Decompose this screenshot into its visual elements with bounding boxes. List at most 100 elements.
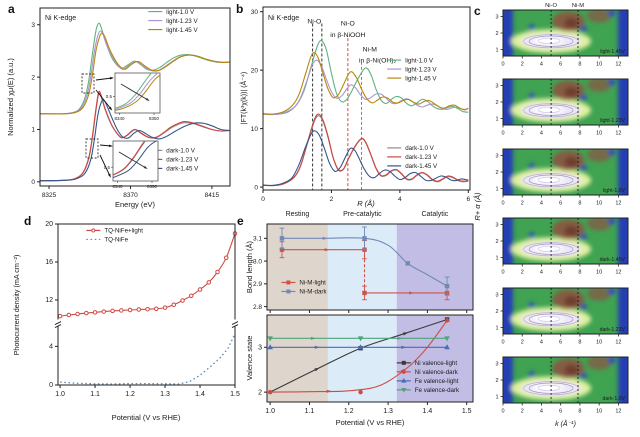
svg-text:8340: 8340 (114, 116, 125, 121)
svg-text:Ni valence-dark: Ni valence-dark (415, 369, 459, 376)
svg-text:Energy (eV): Energy (eV) (115, 200, 156, 209)
svg-text:0: 0 (501, 340, 504, 346)
svg-text:dark-1.45V: dark-1.45V (600, 257, 626, 263)
svg-text:TQ-NiFe+light: TQ-NiFe+light (104, 228, 143, 235)
svg-text:1: 1 (495, 116, 498, 122)
svg-text:Ni-O: Ni-O (307, 18, 321, 25)
svg-text:3: 3 (495, 15, 498, 21)
panel-e-bond-valence-chart: Resting Pre-catalytic Catalytic 2.8 2.9 3.0 3.… (245, 211, 474, 427)
svg-text:1.1: 1.1 (90, 391, 100, 398)
svg-text:10: 10 (596, 201, 602, 207)
svg-text:1.4: 1.4 (423, 408, 433, 415)
svg-text:8: 8 (578, 270, 581, 276)
svg-text:8: 8 (578, 201, 581, 207)
svg-text:0: 0 (501, 62, 504, 68)
svg-text:12: 12 (45, 297, 53, 304)
svg-text:Ni-M: Ni-M (363, 46, 378, 53)
svg-text:dark-1.45 V: dark-1.45 V (166, 166, 199, 173)
svg-text:30: 30 (251, 9, 259, 16)
svg-text:8370: 8370 (123, 192, 138, 199)
svg-text:dark-1.0 V: dark-1.0 V (166, 148, 195, 155)
svg-text:3: 3 (495, 293, 498, 299)
svg-text:1.0: 1.0 (265, 408, 275, 415)
svg-text:2.9: 2.9 (253, 281, 262, 288)
svg-text:Ni-M-dark: Ni-M-dark (299, 289, 327, 296)
panel-b-exafs-chart: 0 2 4 6 0 10 20 30 R (Å) |FT(k³χ(k))| (Å⁻⁴) Ni K-e… (239, 6, 471, 208)
svg-text:1: 1 (495, 325, 498, 331)
svg-text:2: 2 (521, 340, 524, 346)
svg-text:light-1.23 V: light-1.23 V (405, 66, 437, 73)
svg-text:in β-NiOOH: in β-NiOOH (330, 32, 365, 39)
panel-label-a: a (8, 2, 15, 16)
svg-text:0: 0 (501, 201, 504, 207)
svg-text:Resting: Resting (286, 211, 310, 218)
svg-text:1.1: 1.1 (305, 408, 315, 415)
svg-text:8350: 8350 (149, 116, 160, 121)
svg-text:2: 2 (495, 31, 498, 37)
svg-text:0: 0 (261, 196, 265, 203)
svg-text:6: 6 (559, 62, 562, 68)
svg-text:12: 12 (615, 62, 621, 68)
svg-text:4: 4 (540, 62, 543, 68)
svg-text:Ni-O: Ni-O (545, 3, 557, 9)
svg-text:12: 12 (615, 131, 621, 137)
svg-text:3: 3 (31, 22, 35, 29)
svg-text:8350: 8350 (147, 184, 158, 189)
svg-text:0: 0 (501, 270, 504, 276)
svg-text:light-1.45V: light-1.45V (600, 49, 625, 55)
svg-text:2: 2 (521, 270, 524, 276)
panel-label-e: e (237, 214, 244, 228)
svg-text:Catalytic: Catalytic (421, 211, 448, 218)
svg-text:12: 12 (615, 409, 621, 415)
svg-text:Ni K-edge: Ni K-edge (268, 15, 299, 22)
svg-text:Potential (V vs RHE): Potential (V vs RHE) (112, 413, 181, 422)
svg-text:2: 2 (521, 62, 524, 68)
svg-text:0: 0 (501, 409, 504, 415)
svg-text:12: 12 (615, 340, 621, 346)
svg-text:in β-Ni(OH)₂: in β-Ni(OH)₂ (359, 58, 396, 65)
svg-text:4: 4 (540, 270, 543, 276)
svg-text:0.5: 0.5 (104, 165, 111, 170)
svg-text:Fe valence-dark: Fe valence-dark (415, 387, 460, 394)
svg-text:2.8: 2.8 (253, 304, 262, 311)
svg-text:1: 1 (495, 394, 498, 400)
svg-text:3: 3 (495, 223, 498, 229)
svg-text:2: 2 (495, 100, 498, 106)
svg-text:Pre-catalytic: Pre-catalytic (343, 211, 382, 218)
svg-text:8340: 8340 (112, 184, 123, 189)
svg-text:1.3: 1.3 (160, 391, 170, 398)
svg-text:2: 2 (495, 378, 498, 384)
svg-text:6: 6 (559, 201, 562, 207)
svg-text:3: 3 (495, 154, 498, 160)
svg-text:Valence state: Valence state (245, 336, 254, 381)
svg-text:Fe valence-light: Fe valence-light (415, 378, 459, 385)
svg-text:Potential (V vs RHE): Potential (V vs RHE) (336, 418, 405, 427)
svg-text:4: 4 (398, 196, 402, 203)
svg-text:light-1.0V: light-1.0V (603, 188, 625, 194)
svg-text:6: 6 (559, 340, 562, 346)
svg-text:1: 1 (495, 47, 498, 53)
svg-text:0.5: 0.5 (106, 94, 113, 99)
svg-text:2: 2 (495, 309, 498, 315)
svg-text:10: 10 (596, 340, 602, 346)
svg-text:dark-1.23 V: dark-1.23 V (405, 154, 438, 161)
svg-text:2: 2 (495, 170, 498, 176)
svg-text:12: 12 (615, 270, 621, 276)
svg-text:light-1.45 V: light-1.45 V (405, 75, 437, 82)
panel-a-xanes-chart: 8325 8370 8415 0 1 2 3 Energy (eV) Normalized χμ… (6, 7, 231, 209)
svg-text:light-1.45 V: light-1.45 V (166, 27, 198, 34)
svg-text:light-1.0 V: light-1.0 V (405, 57, 434, 64)
svg-text:dark-1.23 V: dark-1.23 V (166, 157, 199, 164)
svg-text:1: 1 (31, 127, 35, 134)
svg-text:2: 2 (521, 201, 524, 207)
svg-text:TQ-NiFe: TQ-NiFe (104, 237, 128, 244)
panel-label-b: b (236, 2, 244, 16)
panel-d-photocurrent-chart: 1.0 1.1 1.2 1.3 1.4 1.5 0 4 12 16 20 Potential (V v… (12, 221, 240, 422)
svg-text:10: 10 (596, 131, 602, 137)
svg-text:1.5: 1.5 (462, 408, 472, 415)
svg-text:6: 6 (466, 196, 470, 203)
svg-text:light-1.23 V: light-1.23 V (166, 18, 198, 25)
svg-text:1.2: 1.2 (125, 391, 135, 398)
